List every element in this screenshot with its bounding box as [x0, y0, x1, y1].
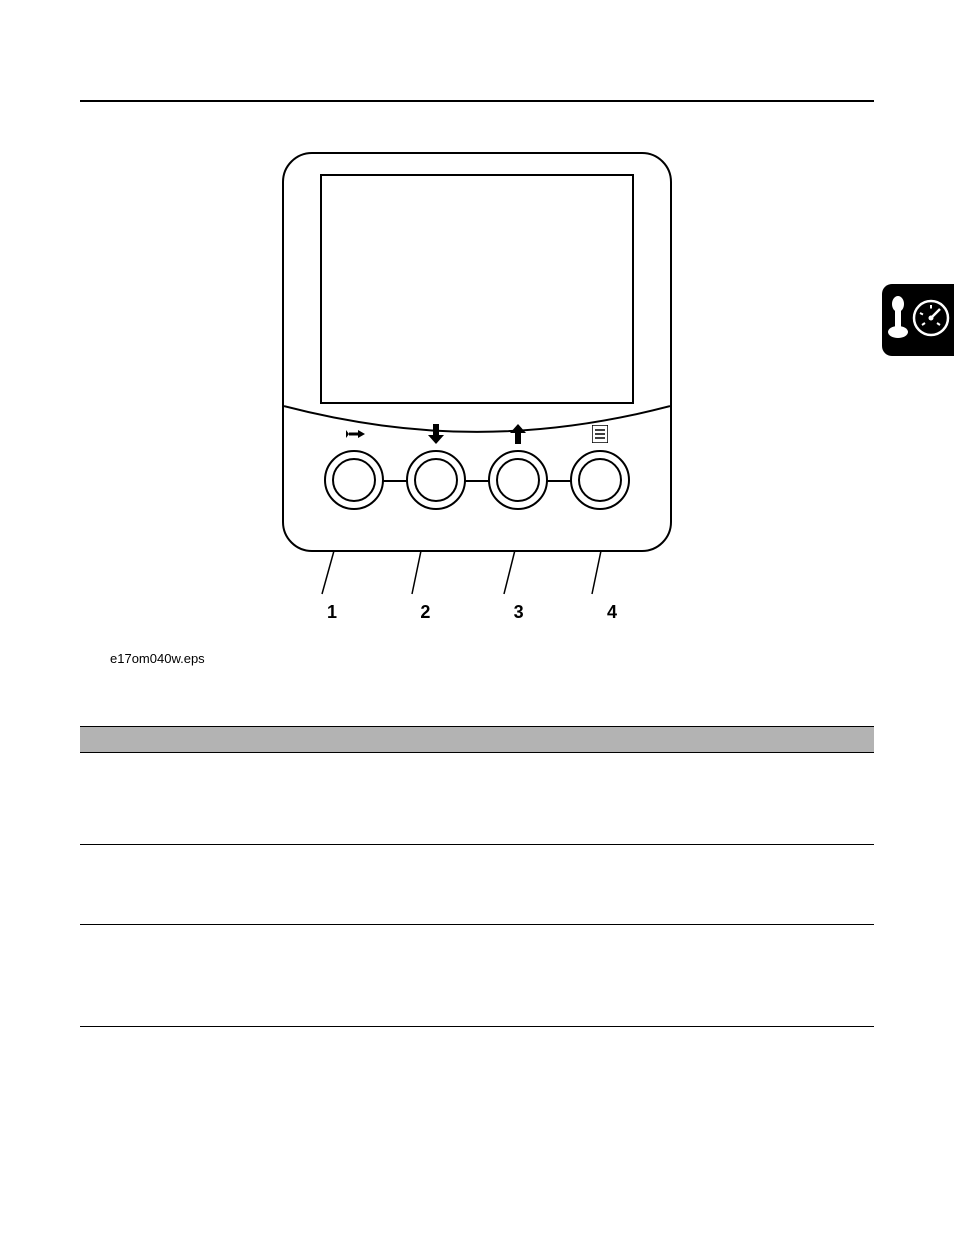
device-screen: [320, 174, 634, 404]
icons-row: [324, 424, 630, 444]
table-header-cell: [636, 727, 874, 753]
device-figure: 1 2 3 4: [80, 152, 874, 623]
device-button-4[interactable]: [570, 450, 630, 510]
data-table: [80, 726, 874, 1027]
device-button-3[interactable]: [488, 450, 548, 510]
leader-lines: [282, 552, 672, 602]
device-button-1[interactable]: [324, 450, 384, 510]
button-label-4: 4: [582, 602, 642, 623]
table-cell: [80, 925, 223, 1027]
table-row: [80, 925, 874, 1027]
device-button-2[interactable]: [406, 450, 466, 510]
table-header-row: [80, 727, 874, 753]
table-cell: [636, 845, 874, 925]
top-rule: [80, 100, 874, 102]
down-arrow-icon: [406, 424, 466, 444]
table-header-cell: [223, 727, 636, 753]
table-cell: [636, 753, 874, 845]
button-label-2: 2: [395, 602, 455, 623]
table-cell: [223, 925, 636, 1027]
table-cell: [80, 753, 223, 845]
table-row: [80, 845, 874, 925]
button-label-1: 1: [302, 602, 362, 623]
menu-list-icon: [570, 425, 630, 443]
gauge-icon: [912, 299, 950, 342]
table-row: [80, 753, 874, 845]
button-labels-row: 1 2 3 4: [282, 602, 672, 623]
page-container: 1 2 3 4 e17om040w.eps: [0, 0, 954, 1067]
table-cell: [223, 753, 636, 845]
right-arrow-diamond-icon: [324, 425, 384, 443]
table-header-cell: [80, 727, 223, 753]
device-body: [282, 152, 672, 552]
up-arrow-icon: [488, 424, 548, 444]
table-cell: [636, 925, 874, 1027]
table-cell: [80, 845, 223, 925]
table-cell: [223, 845, 636, 925]
figure-caption: e17om040w.eps: [110, 651, 874, 666]
figure-inner: 1 2 3 4: [282, 152, 672, 623]
buttons-row: [324, 450, 630, 510]
joystick-icon: [886, 296, 910, 345]
side-tab: [882, 284, 954, 356]
button-label-3: 3: [489, 602, 549, 623]
